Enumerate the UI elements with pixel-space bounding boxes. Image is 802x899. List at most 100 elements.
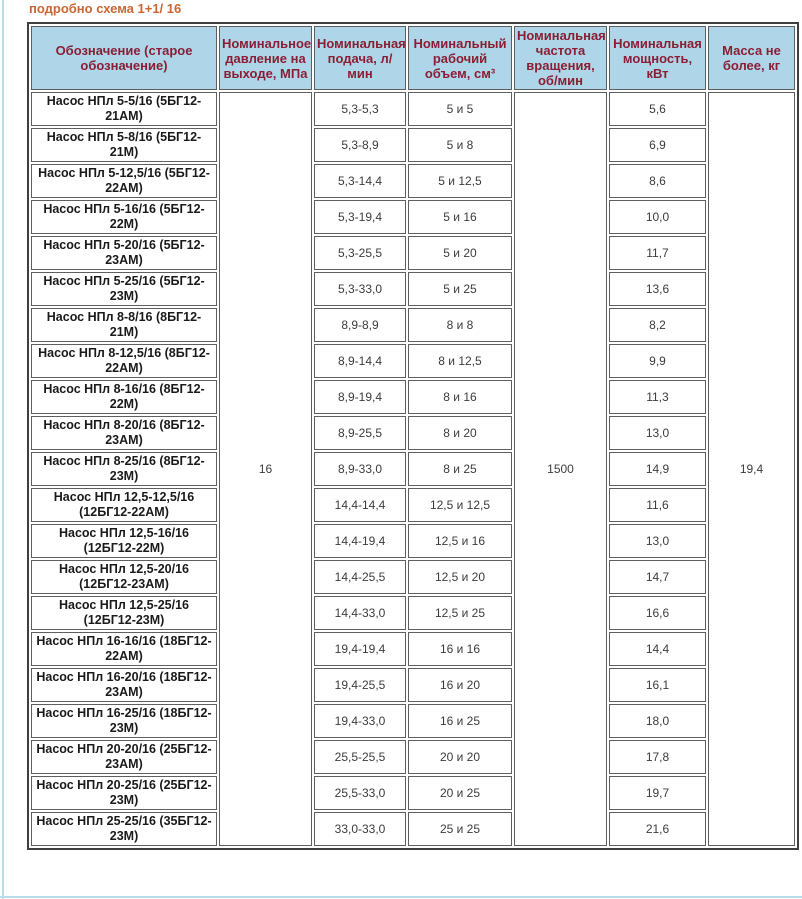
flow-cell: 19,4-19,4	[314, 632, 406, 666]
pump-designation-cell: Насос НПл 8-20/16 (8БГ12-23АМ)	[31, 416, 217, 450]
header-mass: Масса не более, кг	[708, 26, 795, 90]
pump-designation-cell: Насос НПл 16-20/16 (18БГ12-23АМ)	[31, 668, 217, 702]
pump-designation-cell: Насос НПл 8-25/16 (8БГ12-23М)	[31, 452, 217, 486]
table-row: Насос НПл 8-16/16 (8БГ12-22М) 8,9-19,4 8…	[31, 380, 795, 414]
flow-cell: 8,9-14,4	[314, 344, 406, 378]
volume-cell: 20 и 25	[408, 776, 512, 810]
power-cell: 6,9	[609, 128, 706, 162]
pump-spec-table: Обозначение (старое обозначение) Номинал…	[27, 22, 799, 850]
power-cell: 8,2	[609, 308, 706, 342]
volume-cell: 12,5 и 20	[408, 560, 512, 594]
table-row: Насос НПл 5-8/16 (5БГ12-21М) 5,3-8,9 5 и…	[31, 128, 795, 162]
volume-cell: 5 и 20	[408, 236, 512, 270]
volume-cell: 20 и 20	[408, 740, 512, 774]
power-cell: 11,7	[609, 236, 706, 270]
header-pressure: Номинальное давление на выходе, МПа	[219, 26, 312, 90]
flow-cell: 14,4-33,0	[314, 596, 406, 630]
table-row: Насос НПл 8-12,5/16 (8БГ12-22АМ) 8,9-14,…	[31, 344, 795, 378]
power-cell: 9,9	[609, 344, 706, 378]
power-cell: 14,7	[609, 560, 706, 594]
power-cell: 10,0	[609, 200, 706, 234]
flow-cell: 5,3-25,5	[314, 236, 406, 270]
power-cell: 13,0	[609, 416, 706, 450]
table-row: Насос НПл 20-25/16 (25БГ12-23М) 25,5-33,…	[31, 776, 795, 810]
header-volume: Номинальный рабочий объем, см³	[408, 26, 512, 90]
volume-cell: 25 и 25	[408, 812, 512, 846]
volume-cell: 16 и 25	[408, 704, 512, 738]
power-cell: 14,9	[609, 452, 706, 486]
volume-cell: 5 и 12,5	[408, 164, 512, 198]
flow-cell: 5,3-33,0	[314, 272, 406, 306]
table-row: Насос НПл 16-25/16 (18БГ12-23М) 19,4-33,…	[31, 704, 795, 738]
pump-designation-cell: Насос НПл 16-16/16 (18БГ12-22АМ)	[31, 632, 217, 666]
volume-cell: 16 и 20	[408, 668, 512, 702]
volume-cell: 12,5 и 12,5	[408, 488, 512, 522]
volume-cell: 12,5 и 25	[408, 596, 512, 630]
left-accent-line	[2, 0, 4, 899]
volume-cell: 12,5 и 16	[408, 524, 512, 558]
pump-designation-cell: Насос НПл 5-5/16 (5БГ12-21АМ)	[31, 92, 217, 126]
volume-cell: 5 и 16	[408, 200, 512, 234]
table-row: Насос НПл 25-25/16 (35БГ12-23М) 33,0-33,…	[31, 812, 795, 846]
power-cell: 11,3	[609, 380, 706, 414]
pump-designation-cell: Насос НПл 5-12,5/16 (5БГ12-22АМ)	[31, 164, 217, 198]
header-row: Обозначение (старое обозначение) Номинал…	[31, 26, 795, 90]
power-cell: 13,0	[609, 524, 706, 558]
table-row: Насос НПл 5-12,5/16 (5БГ12-22АМ) 5,3-14,…	[31, 164, 795, 198]
flow-cell: 25,5-25,5	[314, 740, 406, 774]
pump-designation-cell: Насос НПл 12,5-25/16 (12БГ12-23М)	[31, 596, 217, 630]
pump-designation-cell: Насос НПл 5-16/16 (5БГ12-22М)	[31, 200, 217, 234]
power-cell: 11,6	[609, 488, 706, 522]
flow-cell: 8,9-19,4	[314, 380, 406, 414]
volume-cell: 8 и 20	[408, 416, 512, 450]
volume-cell: 16 и 16	[408, 632, 512, 666]
pump-designation-cell: Насос НПл 8-12,5/16 (8БГ12-22АМ)	[31, 344, 217, 378]
table-row: Насос НПл 16-20/16 (18БГ12-23АМ) 19,4-25…	[31, 668, 795, 702]
pump-designation-cell: Насос НПл 20-20/16 (25БГ12-23АМ)	[31, 740, 217, 774]
flow-cell: 5,3-14,4	[314, 164, 406, 198]
flow-cell: 5,3-5,3	[314, 92, 406, 126]
power-cell: 16,6	[609, 596, 706, 630]
mass-merged-cell: 19,4	[708, 92, 795, 846]
pump-designation-cell: Насос НПл 12,5-16/16 (12БГ12-22М)	[31, 524, 217, 558]
volume-cell: 8 и 16	[408, 380, 512, 414]
flow-cell: 14,4-19,4	[314, 524, 406, 558]
table-header: Обозначение (старое обозначение) Номинал…	[31, 26, 795, 90]
flow-cell: 33,0-33,0	[314, 812, 406, 846]
flow-cell: 5,3-8,9	[314, 128, 406, 162]
flow-cell: 8,9-8,9	[314, 308, 406, 342]
volume-cell: 8 и 8	[408, 308, 512, 342]
power-cell: 19,7	[609, 776, 706, 810]
pressure-merged-cell: 16	[219, 92, 312, 846]
pump-designation-cell: Насос НПл 8-16/16 (8БГ12-22М)	[31, 380, 217, 414]
volume-cell: 5 и 25	[408, 272, 512, 306]
table-row: Насос НПл 12,5-16/16 (12БГ12-22М) 14,4-1…	[31, 524, 795, 558]
volume-cell: 8 и 25	[408, 452, 512, 486]
flow-cell: 5,3-19,4	[314, 200, 406, 234]
table-row: Насос НПл 16-16/16 (18БГ12-22АМ) 19,4-19…	[31, 632, 795, 666]
header-flow: Номинальная подача, л/ мин	[314, 26, 406, 90]
table-row: Насос НПл 12,5-12,5/16 (12БГ12-22АМ) 14,…	[31, 488, 795, 522]
table-row: Насос НПл 5-16/16 (5БГ12-22М) 5,3-19,4 5…	[31, 200, 795, 234]
power-cell: 18,0	[609, 704, 706, 738]
flow-cell: 8,9-25,5	[314, 416, 406, 450]
power-cell: 14,4	[609, 632, 706, 666]
volume-cell: 5 и 5	[408, 92, 512, 126]
table-row: Насос НПл 8-8/16 (8БГ12-21М) 8,9-8,9 8 и…	[31, 308, 795, 342]
bottom-accent-line	[0, 896, 802, 898]
table-row: Насос НПл 8-20/16 (8БГ12-23АМ) 8,9-25,5 …	[31, 416, 795, 450]
volume-cell: 5 и 8	[408, 128, 512, 162]
power-cell: 16,1	[609, 668, 706, 702]
pump-designation-cell: Насос НПл 5-8/16 (5БГ12-21М)	[31, 128, 217, 162]
flow-cell: 14,4-14,4	[314, 488, 406, 522]
flow-cell: 19,4-33,0	[314, 704, 406, 738]
table-body: Насос НПл 5-5/16 (5БГ12-21АМ) 16 5,3-5,3 …	[31, 92, 795, 846]
table-row: Насос НПл 12,5-25/16 (12БГ12-23М) 14,4-3…	[31, 596, 795, 630]
power-cell: 13,6	[609, 272, 706, 306]
table-row: Насос НПл 5-25/16 (5БГ12-23М) 5,3-33,0 5…	[31, 272, 795, 306]
table-row: Насос НПл 20-20/16 (25БГ12-23АМ) 25,5-25…	[31, 740, 795, 774]
power-cell: 21,6	[609, 812, 706, 846]
flow-cell: 25,5-33,0	[314, 776, 406, 810]
header-power: Номинальная мощность, кВт	[609, 26, 706, 90]
pump-designation-cell: Насос НПл 8-8/16 (8БГ12-21М)	[31, 308, 217, 342]
